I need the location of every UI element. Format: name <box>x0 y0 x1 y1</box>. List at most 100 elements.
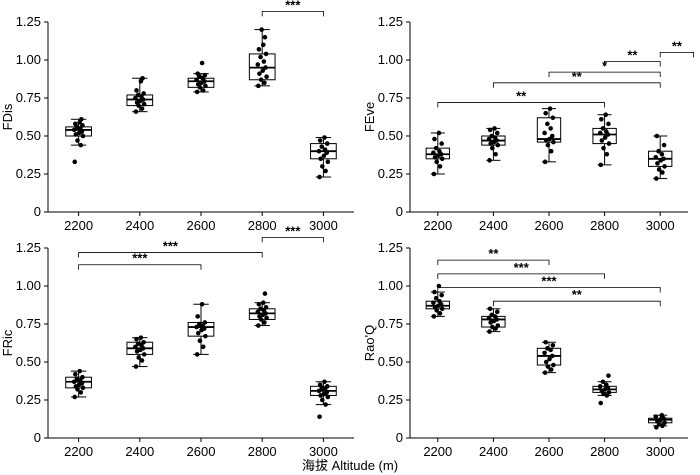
x-tick-label: 3000 <box>646 218 675 233</box>
data-point <box>136 355 141 360</box>
data-point <box>431 171 437 177</box>
data-point <box>432 136 437 142</box>
data-point <box>195 330 201 336</box>
box-3000 <box>648 133 673 181</box>
significance-bracket: * <box>548 58 661 78</box>
x-tick-label: 2400 <box>125 218 154 233</box>
data-point <box>490 324 495 330</box>
box-2600 <box>536 106 562 165</box>
data-point <box>256 83 261 89</box>
data-point <box>325 159 331 165</box>
data-point <box>77 368 82 374</box>
box-2200 <box>65 368 92 400</box>
data-point <box>256 301 262 307</box>
bracket-line <box>261 236 324 243</box>
data-point <box>487 158 492 163</box>
data-point <box>194 77 199 83</box>
data-point <box>141 352 147 357</box>
data-point <box>489 312 495 318</box>
data-point <box>606 141 612 146</box>
y-axis-label: FDis <box>0 103 15 130</box>
data-point <box>542 350 547 356</box>
x-tick-label: 2400 <box>479 444 508 459</box>
box-3000 <box>310 379 337 420</box>
data-point <box>486 315 492 321</box>
data-point <box>78 142 84 148</box>
data-point <box>141 339 146 345</box>
x-tick-label: 2800 <box>248 218 277 233</box>
y-tick-label: 1.00 <box>378 52 403 67</box>
box-2600 <box>187 60 215 95</box>
data-point <box>321 153 327 159</box>
data-point <box>199 301 205 307</box>
data-point <box>141 101 147 107</box>
data-point <box>543 359 549 365</box>
data-point <box>256 323 261 328</box>
box-3000 <box>648 412 673 430</box>
box-2200 <box>425 130 450 177</box>
data-point <box>547 106 553 111</box>
data-point <box>317 138 323 143</box>
data-point <box>194 324 199 330</box>
x-tick-label: 2400 <box>479 218 508 233</box>
data-point <box>432 289 437 295</box>
data-point <box>78 390 84 395</box>
data-point <box>486 136 492 142</box>
data-point <box>655 161 660 166</box>
data-point <box>258 54 263 60</box>
data-point <box>656 167 662 172</box>
data-point <box>200 88 206 93</box>
bracket-line <box>604 61 661 67</box>
significance-bracket: ** <box>493 287 661 307</box>
data-point <box>606 121 611 127</box>
data-point <box>80 133 86 139</box>
data-point <box>487 127 493 133</box>
box-2800 <box>248 27 276 89</box>
data-point <box>654 133 660 139</box>
data-point <box>494 309 500 315</box>
chart-panel-feve: 0 0.25 0.50 0.75 1.00 1.25 2200 2400 2600 2800 300… <box>362 14 694 233</box>
data-point <box>550 353 555 359</box>
data-point <box>135 341 141 347</box>
data-point <box>431 150 436 156</box>
x-tick-label: 2600 <box>535 444 564 459</box>
data-point <box>598 162 604 168</box>
data-point <box>262 320 267 325</box>
data-point <box>602 135 608 140</box>
y-tick-label: 0.75 <box>378 90 403 105</box>
data-point <box>200 344 206 350</box>
data-point <box>548 367 554 372</box>
data-point <box>660 170 665 175</box>
data-point <box>603 382 609 388</box>
data-point <box>606 390 612 395</box>
data-point <box>495 142 501 148</box>
data-point <box>659 412 665 418</box>
x-tick-label: 2400 <box>125 444 154 459</box>
data-point <box>75 138 80 143</box>
y-tick-label: 0 <box>396 204 403 219</box>
data-point <box>256 47 262 52</box>
data-point <box>262 80 267 86</box>
data-point <box>72 159 78 165</box>
bracket-line <box>437 287 661 293</box>
data-point <box>203 333 208 339</box>
data-point <box>261 42 266 48</box>
significance-bracket: *** <box>78 239 263 258</box>
data-point <box>133 95 138 101</box>
data-point <box>322 147 328 152</box>
data-point <box>542 370 548 375</box>
data-point <box>264 315 269 321</box>
data-point <box>603 129 609 134</box>
data-point <box>487 306 493 312</box>
data-point <box>323 402 328 407</box>
x-tick-label: 2200 <box>64 218 93 233</box>
box-2200 <box>425 283 450 319</box>
data-point <box>255 62 261 67</box>
data-point <box>71 379 77 385</box>
x-tick-label: 3000 <box>309 218 338 233</box>
data-point <box>490 145 495 151</box>
box-2400 <box>126 335 154 369</box>
data-point <box>138 335 144 340</box>
data-point <box>434 159 440 165</box>
data-point <box>439 306 445 312</box>
